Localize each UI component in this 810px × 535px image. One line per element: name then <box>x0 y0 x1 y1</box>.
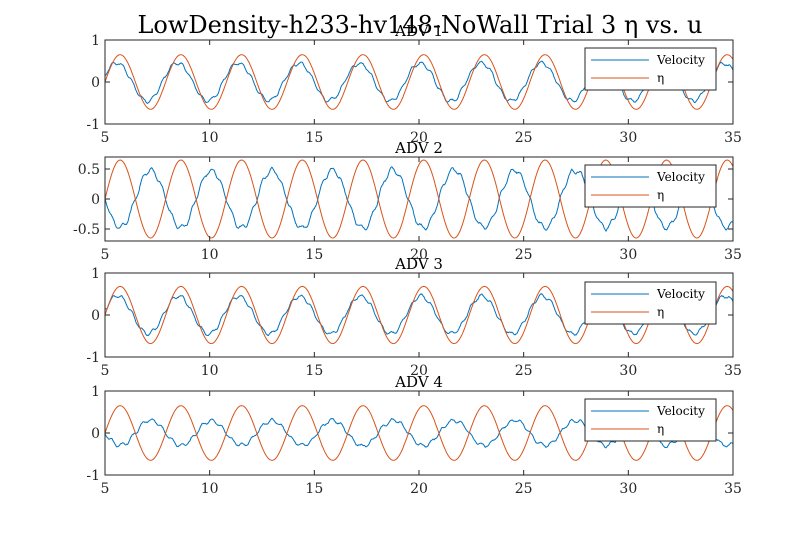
legend-box <box>584 398 717 442</box>
x-tick-label: 20 <box>410 130 428 146</box>
x-tick-label: 25 <box>515 130 533 146</box>
x-tick-label: 25 <box>515 247 533 263</box>
x-tick-label: 30 <box>619 481 637 497</box>
x-tick-label: 10 <box>201 130 219 146</box>
legend-label-velocity: Velocity <box>656 287 705 301</box>
x-tick-label: 25 <box>515 363 533 379</box>
x-tick-label: 35 <box>724 481 742 497</box>
x-tick-label: 5 <box>101 481 110 497</box>
x-tick-label: 20 <box>410 363 428 379</box>
series-line-velocity <box>105 293 733 337</box>
x-tick-label: 25 <box>515 481 533 497</box>
legend: Velocity η <box>584 164 717 208</box>
y-tick-label: 0.5 <box>78 162 100 178</box>
legend-label-eta: η <box>657 188 664 202</box>
x-tick-label: 10 <box>201 363 219 379</box>
legend-box <box>584 47 717 91</box>
legend-label-eta: η <box>657 305 664 319</box>
y-tick-label: 1 <box>91 384 100 400</box>
legend-label-velocity: Velocity <box>656 53 705 67</box>
subplot-title: ADV 2 <box>394 139 443 157</box>
y-tick-label: 1 <box>91 266 100 282</box>
x-tick-label: 15 <box>305 247 323 263</box>
legend: Velocity η <box>584 398 717 442</box>
legend-label-velocity: Velocity <box>656 170 705 184</box>
y-tick-label: 0 <box>91 192 100 208</box>
x-tick-label: 20 <box>410 247 428 263</box>
x-tick-label: 35 <box>724 130 742 146</box>
y-tick-label: 0 <box>91 426 100 442</box>
legend-box <box>584 164 717 208</box>
subplot-adv-3: 5 10 15 20 25 30 35 -1 0 1 ADV 3 Velocity η <box>86 255 742 379</box>
legend-box <box>584 281 717 325</box>
x-tick-label: 10 <box>201 247 219 263</box>
subplot-adv-1: 5 10 15 20 25 30 35 -1 0 1 ADV 1 Velocity η <box>86 22 742 146</box>
y-tick-label: -1 <box>86 117 100 133</box>
x-tick-label: 15 <box>305 481 323 497</box>
legend: Velocity η <box>584 47 717 91</box>
subplot-adv-2: 5 10 15 20 25 30 35 -0.5 0 0.5 ADV 2 Velocity η <box>73 139 742 263</box>
x-tick-label: 15 <box>305 130 323 146</box>
x-tick-label: 30 <box>619 363 637 379</box>
series-line-eta <box>105 285 733 345</box>
subplot-title: ADV 1 <box>394 22 443 40</box>
subplot-title: ADV 3 <box>394 255 443 273</box>
y-tick-label: 0 <box>91 308 100 324</box>
legend-label-eta: η <box>657 71 664 85</box>
x-tick-label: 15 <box>305 363 323 379</box>
x-tick-label: 10 <box>201 481 219 497</box>
series-line-velocity <box>105 60 733 105</box>
legend-label-eta: η <box>657 422 664 436</box>
y-tick-label: -1 <box>86 468 100 484</box>
legend: Velocity η <box>584 281 717 325</box>
subplot-adv-4: 5 10 15 20 25 30 35 -1 0 1 ADV 4 Velocity η <box>86 373 742 497</box>
subplot-title: ADV 4 <box>394 373 443 391</box>
y-tick-label: -0.5 <box>73 222 100 238</box>
series-line-eta <box>105 405 733 461</box>
x-tick-label: 35 <box>724 247 742 263</box>
y-tick-label: -1 <box>86 350 100 366</box>
x-tick-label: 5 <box>101 130 110 146</box>
series-line-eta <box>105 54 733 110</box>
x-tick-label: 5 <box>101 247 110 263</box>
x-tick-label: 20 <box>410 481 428 497</box>
x-tick-label: 5 <box>101 363 110 379</box>
legend-label-velocity: Velocity <box>656 404 705 418</box>
x-tick-label: 30 <box>619 247 637 263</box>
x-tick-label: 35 <box>724 363 742 379</box>
x-tick-label: 30 <box>619 130 637 146</box>
y-tick-label: 1 <box>91 33 100 49</box>
figure-title: LowDensity-h233-hv148-NoWall Trial 3 η v… <box>137 11 702 39</box>
y-tick-label: 0 <box>91 75 100 91</box>
